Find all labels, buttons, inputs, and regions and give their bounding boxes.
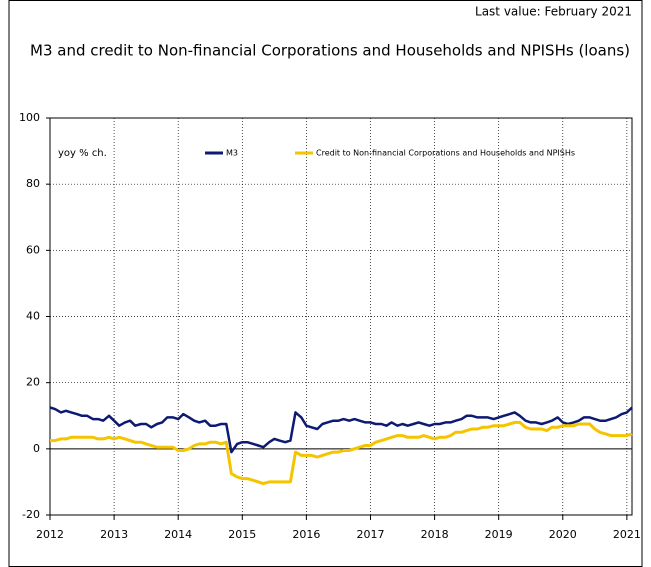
legend-label: M3 — [226, 149, 238, 158]
plot-area — [49, 117, 633, 516]
x-tick-label: 2017 — [356, 528, 384, 541]
x-tick-label: 2019 — [485, 528, 513, 541]
y-axis-label: yoy % ch. — [58, 148, 107, 159]
y-tick-label: 20 — [26, 376, 40, 389]
x-tick-label: 2014 — [164, 528, 192, 541]
x-tick-label: 2021 — [613, 528, 641, 541]
x-tick-label: 2013 — [100, 528, 128, 541]
y-tick-label: 0 — [33, 442, 40, 455]
x-tick-label: 2018 — [421, 528, 449, 541]
series-line — [49, 406, 633, 454]
y-tick-label: 40 — [26, 310, 40, 323]
chart-title: M3 and credit to Non-financial Corporati… — [30, 42, 630, 60]
y-tick-label: 60 — [26, 243, 40, 256]
legend-label: Credit to Non-financial Corporations and… — [316, 149, 575, 158]
y-tick-label: 100 — [19, 111, 40, 124]
y-tick-label: -20 — [22, 508, 40, 521]
chart-subtitle: Last value: February 2021 — [475, 5, 632, 19]
x-tick-label: 2016 — [292, 528, 320, 541]
x-tick-label: 2012 — [36, 528, 64, 541]
frame — [8, 0, 643, 567]
x-tick-label: 2015 — [228, 528, 256, 541]
series-line — [50, 420, 633, 486]
x-tick-label: 2020 — [549, 528, 577, 541]
y-tick-label: 80 — [26, 177, 40, 190]
